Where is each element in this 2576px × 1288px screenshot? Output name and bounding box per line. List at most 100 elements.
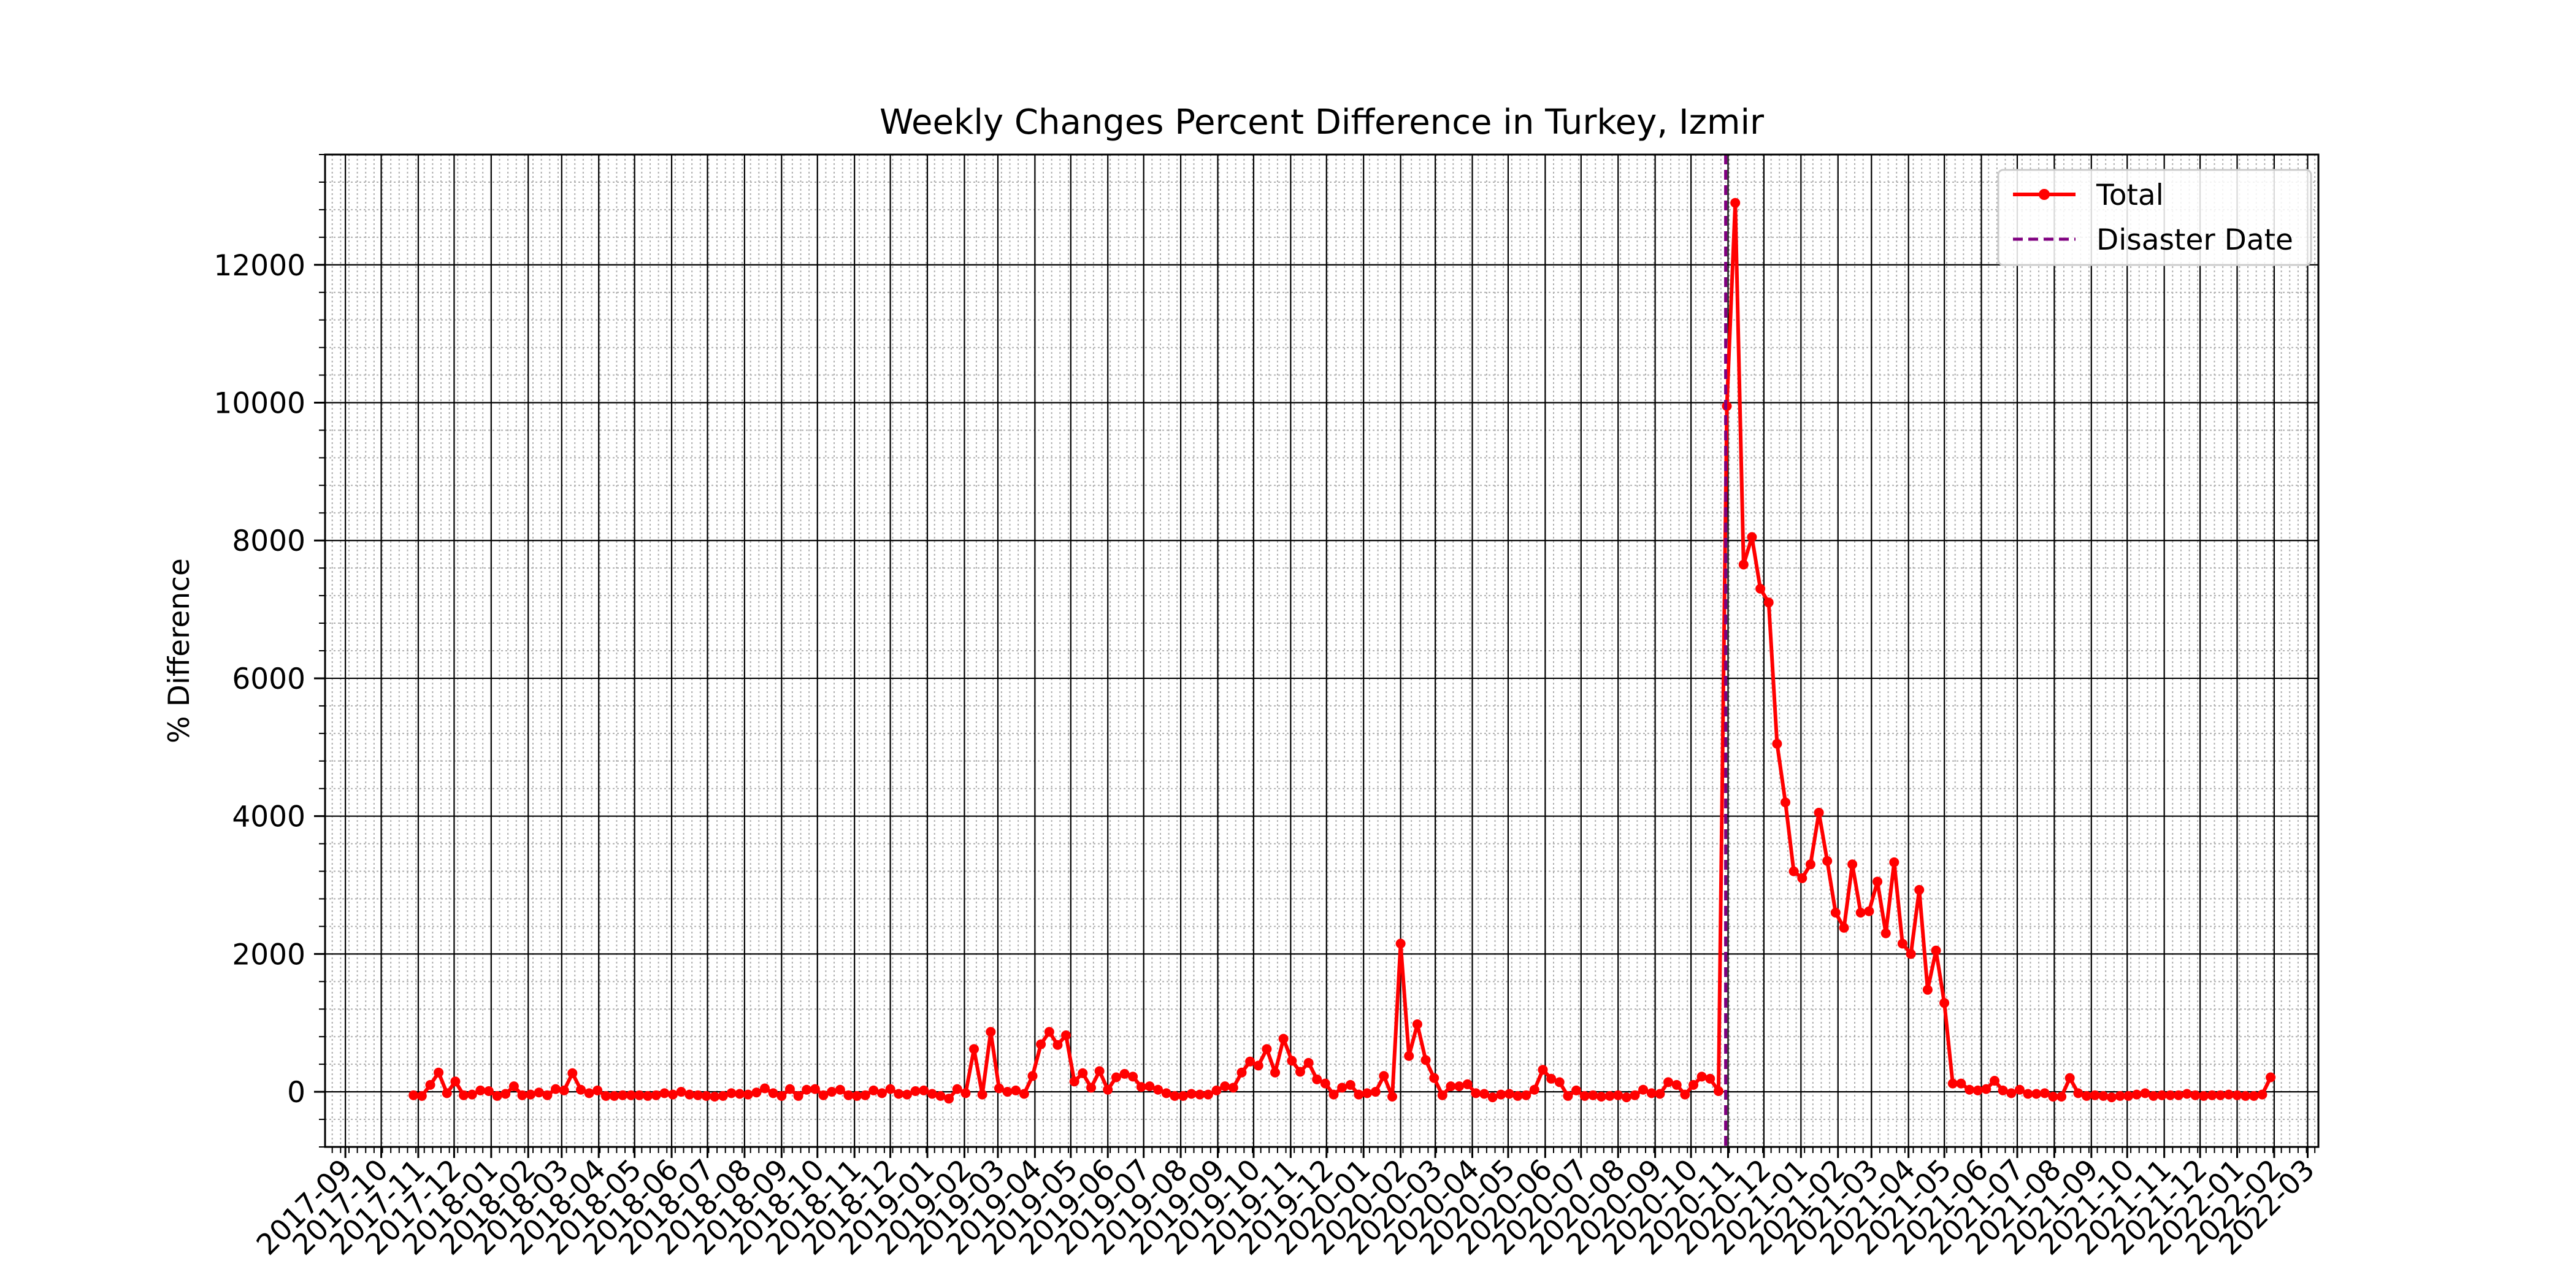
series-total-point bbox=[1295, 1067, 1305, 1077]
series-total-point bbox=[2165, 1090, 2175, 1100]
series-total-point bbox=[1395, 938, 1406, 949]
series-total-point bbox=[2115, 1091, 2125, 1101]
series-total-point bbox=[1956, 1078, 1966, 1089]
series-total-point bbox=[576, 1084, 586, 1095]
series-total-point bbox=[2106, 1092, 2117, 1103]
series-total-point bbox=[1287, 1056, 1297, 1066]
legend-disaster-label: Disaster Date bbox=[2096, 223, 2293, 257]
series-total-point bbox=[1538, 1065, 1548, 1075]
series-total-point bbox=[835, 1084, 845, 1095]
y-tick-label: 8000 bbox=[232, 524, 305, 558]
series-total-point bbox=[1613, 1090, 1623, 1100]
series-total-point bbox=[1830, 908, 1841, 918]
series-total-point bbox=[1990, 1076, 1999, 1086]
series-total-point bbox=[450, 1076, 461, 1087]
series-total-point bbox=[1128, 1071, 1138, 1082]
y-axis-label: % Difference bbox=[163, 558, 196, 743]
y-tick-label: 6000 bbox=[232, 662, 305, 696]
series-total-point bbox=[1270, 1067, 1280, 1078]
series-total-point bbox=[434, 1067, 444, 1078]
series-total-point bbox=[1621, 1092, 1631, 1103]
series-total-point bbox=[1805, 859, 1815, 870]
series-total-point bbox=[1638, 1084, 1649, 1095]
series-total-point bbox=[1738, 559, 1749, 570]
series-total-point bbox=[618, 1090, 628, 1100]
series-total-point bbox=[1228, 1083, 1238, 1093]
series-total-point bbox=[2241, 1091, 2251, 1101]
series-total-point bbox=[868, 1085, 879, 1095]
y-axis-ticks: 0 2000 4000 6000 8000 10000 12000 bbox=[213, 154, 325, 1148]
series-total-point bbox=[2006, 1088, 2017, 1098]
series-total-point bbox=[1437, 1090, 1447, 1100]
series-total-point bbox=[1019, 1089, 1029, 1099]
series-total-point bbox=[1186, 1089, 1197, 1099]
legend-box bbox=[1997, 169, 2312, 266]
series-total-point bbox=[919, 1085, 929, 1095]
series-total-point bbox=[1873, 876, 1882, 887]
series-total-point bbox=[559, 1085, 569, 1095]
series-total-point bbox=[1847, 859, 1858, 870]
series-total-point bbox=[1563, 1091, 1573, 1101]
series-total-point bbox=[1320, 1078, 1330, 1089]
series-total-point bbox=[459, 1090, 469, 1100]
series-total-point bbox=[2090, 1090, 2100, 1100]
series-total-point bbox=[609, 1091, 619, 1101]
series-total-point bbox=[969, 1044, 979, 1054]
series-total-point bbox=[1153, 1084, 1163, 1095]
series-total-point bbox=[735, 1089, 745, 1099]
series-total-point bbox=[2031, 1089, 2042, 1099]
series-total-point bbox=[784, 1084, 795, 1094]
series-total-point bbox=[1646, 1088, 1657, 1098]
series-total-point bbox=[692, 1090, 703, 1100]
series-total-point bbox=[1889, 857, 1899, 867]
series-total-point bbox=[1496, 1089, 1506, 1100]
series-total-point bbox=[1596, 1092, 1606, 1102]
series-total-point bbox=[1211, 1085, 1222, 1095]
series-total-point bbox=[2098, 1091, 2109, 1101]
series-total-point bbox=[1027, 1071, 1038, 1081]
series-total-point bbox=[634, 1090, 645, 1100]
series-total-point bbox=[894, 1089, 904, 1099]
series-total-point bbox=[2064, 1073, 2075, 1083]
series-total-point bbox=[2156, 1090, 2167, 1100]
series-total-point bbox=[1554, 1077, 1565, 1087]
series-total-point bbox=[2182, 1089, 2192, 1099]
series-total-point bbox=[1965, 1084, 1975, 1095]
x-axis-ticks: 2017-092017-102017-112017-122018-012018-… bbox=[250, 1147, 2321, 1262]
series-total-point bbox=[743, 1089, 753, 1100]
series-total-point bbox=[483, 1086, 494, 1096]
series-total-point bbox=[1370, 1087, 1381, 1097]
series-total-point bbox=[1680, 1089, 1690, 1100]
legend: Total Disaster Date bbox=[1997, 169, 2312, 266]
series-total-point bbox=[802, 1084, 812, 1095]
series-total-point bbox=[994, 1083, 1004, 1094]
series-total-point bbox=[1814, 808, 1824, 818]
series-total-point bbox=[2131, 1089, 2142, 1100]
series-total-point bbox=[1328, 1089, 1339, 1100]
series-total-point bbox=[1195, 1089, 1205, 1100]
series-total-point bbox=[1864, 906, 1874, 916]
series-total-point bbox=[827, 1087, 837, 1097]
series-total-point bbox=[960, 1088, 971, 1098]
series-total-point bbox=[492, 1091, 502, 1101]
series-total-point bbox=[2174, 1090, 2183, 1100]
series-total-point bbox=[1839, 922, 1849, 933]
series-total-point bbox=[977, 1089, 987, 1100]
series-total-point bbox=[534, 1087, 544, 1098]
series-total-point bbox=[2257, 1089, 2267, 1100]
series-total-point bbox=[1931, 945, 1941, 956]
series-total-point bbox=[1755, 583, 1766, 594]
series-total-point bbox=[1362, 1088, 1372, 1098]
series-total-point bbox=[1303, 1057, 1314, 1068]
series-total-point bbox=[1689, 1079, 1698, 1090]
series-total-point bbox=[1052, 1040, 1063, 1050]
series-total-point bbox=[1312, 1074, 1322, 1084]
series-total-point bbox=[1253, 1060, 1263, 1071]
series-total-point bbox=[1387, 1092, 1397, 1102]
series-total-point bbox=[2207, 1090, 2217, 1100]
series-total-point bbox=[810, 1084, 820, 1094]
series-layer bbox=[408, 155, 2276, 1147]
series-total-point bbox=[1379, 1071, 1389, 1081]
series-total-point bbox=[1220, 1081, 1230, 1092]
